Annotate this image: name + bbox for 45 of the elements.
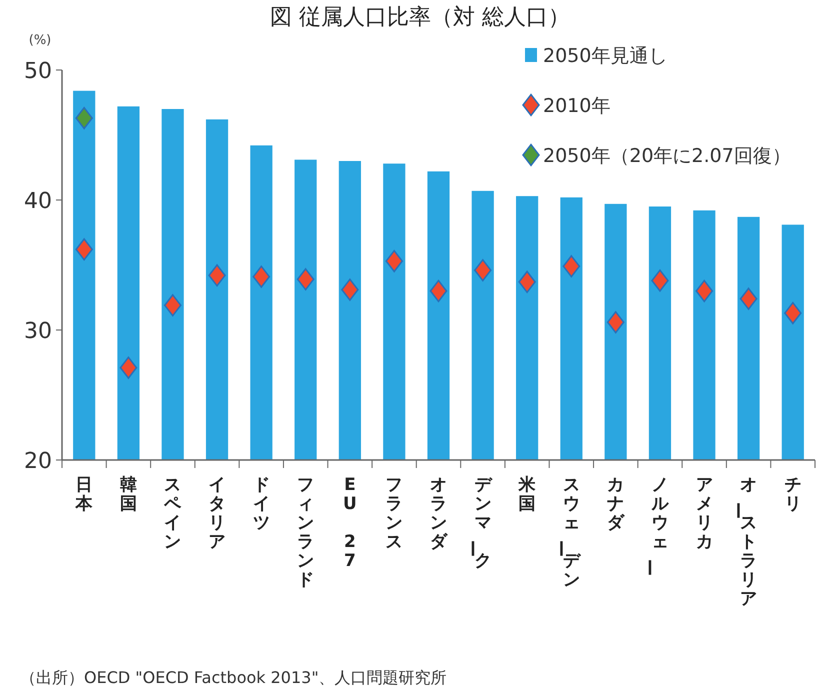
x-tick-label: スペイン <box>163 475 182 552</box>
point <box>75 238 93 261</box>
point <box>75 106 93 130</box>
x-tick-label: アメリカ <box>696 475 713 552</box>
point <box>651 269 669 292</box>
point <box>385 250 403 272</box>
x-tick-label: オランダ <box>430 475 448 552</box>
y-tick-label: 40 <box>24 189 52 214</box>
point <box>341 278 359 301</box>
x-tick-label: デンマーク <box>461 475 494 571</box>
point <box>474 259 492 282</box>
x-tick-label: チリ <box>784 475 802 514</box>
x-tick-label: 日本 <box>74 475 94 514</box>
point <box>740 288 758 310</box>
x-tick-label: スウェーデン <box>550 475 582 590</box>
x-tick-label: カナダ <box>607 475 626 533</box>
point <box>252 266 270 288</box>
y-tick-label: 20 <box>24 449 52 474</box>
point <box>562 255 580 278</box>
x-tick-label: ノルウェー <box>638 475 670 576</box>
legend-label: 2050年（20年に2.07回復） <box>543 145 791 167</box>
point <box>518 270 536 294</box>
text: （出所）OECD "OECD Factbook 2013"、人口問題研究所 <box>20 668 447 687</box>
point <box>164 294 182 316</box>
legend-label: 2010年 <box>543 95 610 117</box>
point <box>696 280 714 302</box>
x-tick-label: フランス <box>386 475 403 552</box>
x-tick-label: ドイツ <box>252 475 270 533</box>
x-tick-label: オーストラリア <box>727 475 758 609</box>
x-tick-label: 韓国 <box>120 475 137 514</box>
point <box>120 356 138 379</box>
legend-label: 2050年見通し <box>543 45 668 67</box>
x-tick-label: EU 27 <box>343 475 357 571</box>
point <box>208 264 226 287</box>
point <box>430 280 448 302</box>
y-tick-label: 50 <box>24 59 52 84</box>
x-tick-label: フィンランド <box>297 475 314 590</box>
point <box>296 268 314 290</box>
y-tick-label: 30 <box>24 319 52 344</box>
point <box>784 302 802 324</box>
x-tick-label: イタリア <box>208 475 226 552</box>
x-tick-label: 米国 <box>518 475 537 514</box>
y-axis-title: (%) <box>28 33 52 48</box>
chart-title: 図 従属人口比率（対 総人口） <box>270 5 570 30</box>
point <box>606 311 624 334</box>
